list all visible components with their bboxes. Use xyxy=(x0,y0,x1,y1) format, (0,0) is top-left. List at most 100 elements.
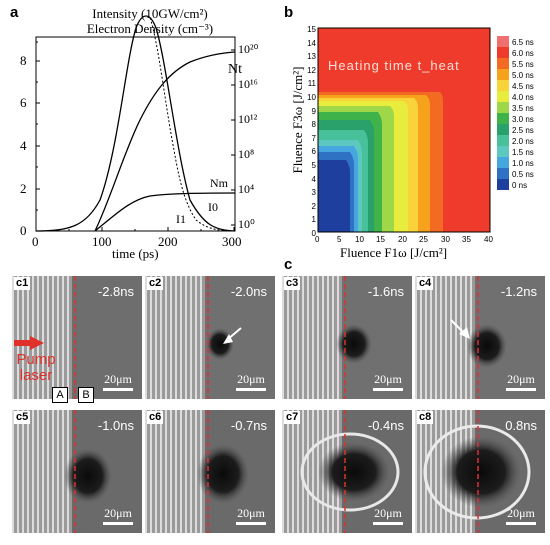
pump-arrow-icon xyxy=(14,336,44,350)
frame-time: -2.0ns xyxy=(230,284,267,299)
frame-label: c8 xyxy=(417,411,434,424)
b-ytick: 6 xyxy=(311,147,316,157)
scale-label: 20μm xyxy=(507,506,535,520)
a-ytick-8: 8 xyxy=(20,53,27,68)
scale-bar: 20μm xyxy=(100,372,136,391)
b-ytick: 4 xyxy=(311,174,316,184)
colorbar xyxy=(497,36,509,190)
frame-c2: c2 -2.0ns 20μm xyxy=(145,276,275,399)
curve-nt xyxy=(94,51,236,232)
scale-label: 20μm xyxy=(374,372,402,386)
b-ytick: 1 xyxy=(311,215,316,225)
colorbar-label: 4.0 ns xyxy=(512,93,534,102)
a-rtick-4: 10¹⁶ xyxy=(238,77,258,91)
panel-a-title-line2: Electron Density (cm⁻³) xyxy=(86,21,214,36)
frame-c4: c4 -1.2ns 20μm xyxy=(415,276,545,399)
frame-label: c6 xyxy=(147,411,164,424)
frame-time: 0.8ns xyxy=(505,418,537,433)
frame-time: -1.0ns xyxy=(97,418,134,433)
a-xtick-100: 100 xyxy=(92,234,112,249)
b-xtick: 40 xyxy=(484,235,493,244)
scale-label: 20μm xyxy=(104,372,132,386)
panel-a-plot xyxy=(35,15,236,232)
a-xtick-300: 300 xyxy=(222,234,242,249)
scale-bar: 20μm xyxy=(503,506,539,525)
b-yticks: 15 14 13 12 11 10 9 8 7 6 5 4 3 2 1 0 xyxy=(302,23,316,241)
a-rtick-5: 10²⁰ xyxy=(238,42,259,56)
a-ytick-6: 6 xyxy=(20,95,27,110)
colorbar-labels: 6.5 ns 6.0 ns 5.5 ns 5.0 ns 4.5 ns 4.0 n… xyxy=(512,37,534,191)
colorbar-label: 1.5 ns xyxy=(512,148,534,157)
b-xtick: 30 xyxy=(441,235,450,244)
scale-label: 20μm xyxy=(104,506,132,520)
frame-label: c2 xyxy=(147,277,164,290)
colorbar-label: 1.0 ns xyxy=(512,159,534,168)
frame-c1: c1 -2.8ns 20μm xyxy=(12,276,142,399)
b-xtick: 35 xyxy=(462,235,471,244)
b-ytick: 11 xyxy=(307,79,316,89)
colorbar-label: 3.5 ns xyxy=(512,104,534,113)
curve-i0 xyxy=(35,15,236,232)
region-b-label: B xyxy=(78,387,94,403)
frame-c8: c8 0.8ns 20μm xyxy=(415,410,545,533)
colorbar-label: 3.0 ns xyxy=(512,115,534,124)
a-xlabel: time (ps) xyxy=(112,246,159,261)
frame-label: c7 xyxy=(284,411,301,424)
label-nt: Nt xyxy=(228,62,242,77)
colorbar-label: 4.5 ns xyxy=(512,82,534,91)
b-ytick: 7 xyxy=(311,133,316,143)
panel-a-right-ticks xyxy=(231,49,235,226)
scale-bar: 20μm xyxy=(100,506,136,525)
b-ytick: 13 xyxy=(307,52,316,62)
b-ytick: 3 xyxy=(311,188,316,198)
a-rtick-1: 10⁴ xyxy=(238,182,255,196)
label-i1: I1 xyxy=(176,212,186,226)
b-ytick: 9 xyxy=(311,106,316,116)
b-ylabel: Fluence F3ω [J/cm²] xyxy=(290,66,305,174)
scale-label: 20μm xyxy=(237,372,265,386)
b-ytick: 0 xyxy=(311,228,316,238)
a-xtick-200: 200 xyxy=(158,234,178,249)
scale-bar: 20μm xyxy=(370,372,406,391)
frame-time: -0.7ns xyxy=(230,418,267,433)
curve-nm xyxy=(94,192,236,232)
b-ytick: 14 xyxy=(307,38,316,48)
a-rtick-0: 10⁰ xyxy=(238,217,255,231)
frame-time: -0.4ns xyxy=(367,418,404,433)
label-i0: I0 xyxy=(208,200,218,214)
b-xtick: 20 xyxy=(398,235,407,244)
colorbar-label: 6.0 ns xyxy=(512,49,534,58)
frame-time: -1.6ns xyxy=(367,284,404,299)
panel-b-letter: b xyxy=(284,4,294,21)
colorbar-label: 5.5 ns xyxy=(512,60,534,69)
heating-time-annotation: Heating time t_heat xyxy=(328,58,460,73)
panel-b-plot xyxy=(317,27,509,233)
frame-label: c3 xyxy=(284,277,301,290)
scale-bar: 20μm xyxy=(503,372,539,391)
frame-label: c1 xyxy=(14,277,31,290)
frame-time: -2.8ns xyxy=(97,284,134,299)
b-xtick: 25 xyxy=(419,235,428,244)
scale-bar: 20μm xyxy=(233,372,269,391)
frame-c7: c7 -0.4ns 20μm xyxy=(282,410,412,533)
frame-c5: c5 -1.0ns 20μm xyxy=(12,410,142,533)
colorbar-label: 2.5 ns xyxy=(512,126,534,135)
panel-c-letter: c xyxy=(284,256,293,273)
frame-label: c5 xyxy=(14,411,31,424)
panel-a-title-line1: Intensity (10GW/cm²) xyxy=(92,6,208,21)
a-rtick-3: 10¹² xyxy=(238,112,258,126)
pump-label-line1: Pump xyxy=(16,351,56,368)
region-a-label: A xyxy=(52,387,68,403)
b-ytick: 10 xyxy=(307,92,316,102)
scale-label: 20μm xyxy=(374,506,402,520)
colorbar-label: 0 ns xyxy=(512,181,528,190)
a-ytick-2: 2 xyxy=(20,181,27,196)
b-ytick: 2 xyxy=(311,201,316,211)
scale-label: 20μm xyxy=(507,372,535,386)
a-ytick-4: 4 xyxy=(20,138,27,153)
curve-i1 xyxy=(149,17,236,232)
scale-bar: 20μm xyxy=(233,506,269,525)
panel-b-frame xyxy=(317,27,491,233)
b-ytick: 8 xyxy=(311,120,316,130)
